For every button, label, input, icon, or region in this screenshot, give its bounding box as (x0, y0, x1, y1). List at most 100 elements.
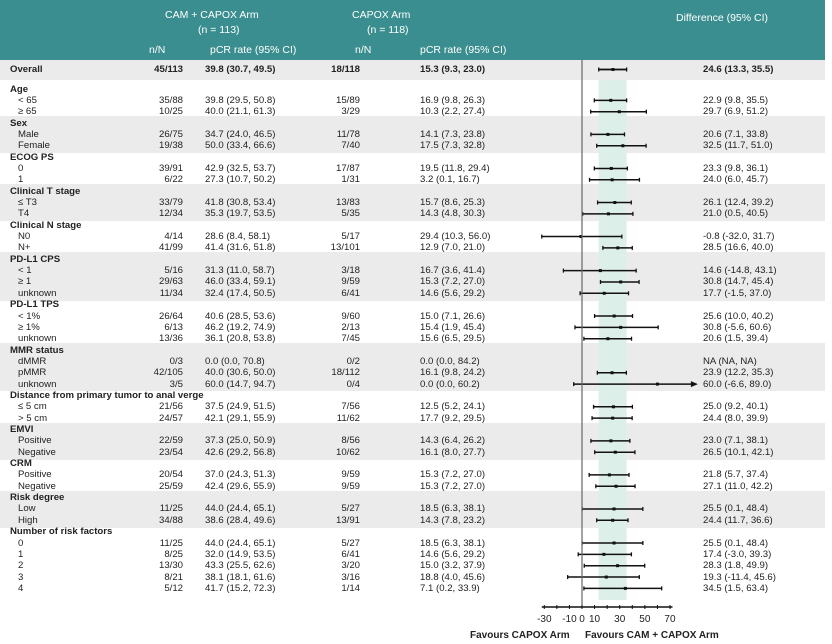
capox-pcr-rate: 15.3 (7.2, 27.0) (420, 469, 486, 481)
x-tick-label: -10 (562, 614, 577, 625)
cam-pcr-rate: 44.0 (24.4, 65.1) (205, 503, 276, 515)
capox-nN: 0/4 (346, 378, 360, 390)
point-estimate (619, 280, 623, 284)
row-label: 0 (18, 537, 24, 549)
favours-left-label: Favours CAPOX Arm (470, 630, 570, 641)
x-tick-label: 10 (589, 614, 601, 625)
capox-nN: 7/45 (341, 333, 360, 345)
capox-pcr-rate: 18.5 (6.3, 38.1) (420, 537, 486, 549)
cam-rate-header: pCR rate (95% CI) (210, 44, 297, 56)
group-label: PD-L1 TPS (10, 299, 60, 311)
table-header: CAM + CAPOX Arm (n = 113) CAPOX Arm (n =… (0, 0, 825, 60)
row-label: Negative (18, 480, 56, 492)
cam-nN: 39/91 (158, 162, 183, 174)
cam-pcr-rate: 38.1 (18.1, 61.6) (205, 571, 276, 583)
cam-nN: 33/79 (158, 197, 183, 208)
group-label: PD-L1 CPS (10, 253, 61, 265)
cam-pcr-rate: 40.6 (28.5, 53.6) (205, 310, 276, 322)
difference-value: 30.8 (14.7, 45.4) (703, 276, 774, 288)
capox-nN: 3/20 (341, 560, 360, 572)
cam-nN: 24/57 (158, 412, 183, 424)
difference-value: 26.1 (12.4, 39.2) (703, 197, 774, 208)
difference-value: 29.7 (6.9, 51.2) (703, 106, 769, 118)
cam-nN: 20/54 (158, 469, 183, 481)
point-estimate (612, 541, 616, 545)
row-label: dMMR (18, 355, 47, 367)
capox-pcr-rate: 15.7 (8.6, 25.3) (420, 197, 486, 208)
capox-pcr-rate: 14.3 (7.8, 23.2) (420, 514, 486, 526)
point-estimate (616, 564, 620, 568)
x-tick-label: 70 (664, 614, 676, 625)
point-estimate (623, 586, 627, 590)
capox-pcr-rate: 15.0 (3.2, 37.9) (420, 560, 486, 572)
difference-value: 19.3 (-11.4, 45.6) (703, 571, 776, 583)
capox-pcr-rate: 17.7 (9.2, 29.5) (420, 412, 486, 424)
row-label: pMMR (18, 367, 47, 379)
cam-pcr-rate: 37.3 (25.0, 50.9) (205, 435, 276, 447)
cam-pcr-rate: 0.0 (0.0, 70.8) (205, 355, 265, 367)
row-label: < 1 (18, 265, 32, 277)
capox-pcr-rate: 14.3 (4.8, 30.3) (420, 208, 486, 220)
capox-nN: 5/17 (341, 231, 360, 243)
cam-nN: 26/64 (158, 310, 183, 322)
row-label: ≥ 1% (18, 321, 40, 333)
capox-nN: 5/27 (341, 537, 360, 549)
capox-nN: 11/78 (336, 128, 360, 140)
group-band (0, 252, 825, 301)
capox-pcr-rate: 10.3 (2.2, 27.4) (420, 106, 486, 118)
capox-nN: 9/60 (341, 310, 360, 322)
difference-title: Difference (95% CI) (676, 12, 769, 24)
capox-nN: 7/40 (341, 140, 360, 152)
capox-pcr-rate: 15.4 (1.9, 45.4) (420, 321, 486, 333)
group-label: Distance from primary tumor to anal verg… (10, 389, 204, 401)
row-label: ≤ 5 cm (18, 401, 47, 413)
cam-pcr-rate: 37.5 (24.9, 51.5) (205, 401, 276, 413)
point-estimate (602, 291, 606, 295)
capox-nN: 9/59 (341, 469, 360, 481)
cam-pcr-rate: 44.0 (24.4, 65.1) (205, 537, 276, 549)
capox-pcr-rate: 15.0 (7.1, 26.6) (420, 310, 486, 322)
point-estimate (612, 314, 616, 318)
row-label: 3 (18, 571, 24, 583)
x-tick-label: 50 (639, 614, 651, 625)
capox-nN: 3/16 (341, 571, 360, 583)
point-estimate (612, 507, 616, 511)
cam-pcr-rate: 42.6 (29.2, 56.8) (205, 446, 276, 458)
cam-pcr-rate: 41.8 (30.8, 53.4) (205, 197, 276, 208)
capox-nN: 1/14 (341, 582, 360, 594)
capox-nN: 10/62 (335, 446, 360, 458)
group-label: MMR status (10, 344, 64, 356)
point-estimate (579, 235, 583, 239)
cam-pcr-rate: 42.9 (32.5, 53.7) (205, 162, 276, 174)
row-label: Negative (18, 446, 56, 458)
ci-arrow (690, 381, 698, 388)
row-label: T4 (18, 208, 30, 220)
row-label: unknown (18, 378, 57, 390)
row-label: 0 (18, 162, 24, 174)
point-estimate (609, 439, 613, 443)
cam-pcr-rate: 42.4 (29.6, 55.9) (205, 480, 276, 492)
difference-value: 32.5 (11.7, 51.0) (703, 140, 773, 152)
capox-pcr-rate: 3.2 (0.1, 16.7) (420, 174, 480, 186)
cam-arm-title: CAM + CAPOX Arm (165, 9, 259, 21)
cam-nN: 6/22 (164, 174, 183, 186)
cam-pcr-rate: 39.8 (29.5, 50.8) (205, 94, 276, 106)
row-label: 1 (18, 174, 24, 186)
capox-nN: 5/35 (341, 208, 360, 220)
point-estimate (611, 518, 615, 522)
difference-value: 24.4 (11.7, 36.6) (703, 514, 773, 526)
cam-pcr-rate: 34.7 (24.0, 46.5) (205, 128, 276, 140)
capox-nN: 18/118 (331, 64, 360, 75)
capox-pcr-rate: 18.5 (6.3, 38.1) (420, 503, 486, 515)
capox-nN: 5/27 (341, 503, 360, 515)
cam-nN: 22/59 (158, 435, 183, 447)
cam-pcr-rate: 46.2 (19.2, 74.9) (205, 321, 276, 333)
difference-value: 24.0 (6.0, 45.7) (703, 174, 769, 186)
cam-nN: 29/63 (158, 276, 183, 288)
cam-pcr-rate: 60.0 (14.7, 94.7) (205, 378, 276, 390)
row-label: Female (18, 140, 50, 152)
cam-pcr-rate: 31.3 (11.0, 58.7) (205, 265, 275, 277)
cam-nN: 21/56 (158, 401, 183, 413)
group-label: ECOG PS (10, 151, 54, 163)
